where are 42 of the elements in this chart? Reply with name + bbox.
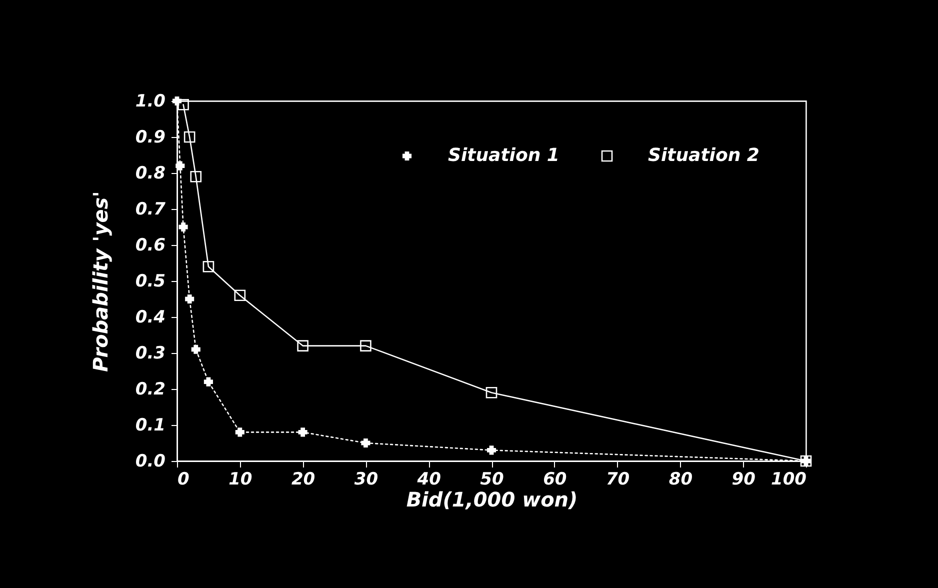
y-tick-label: 0.7 — [135, 200, 166, 220]
y-tick-label: 1.0 — [135, 92, 166, 112]
y-tick-label: 0.3 — [135, 344, 166, 364]
y-tick-label: 0.8 — [135, 164, 166, 184]
point — [204, 377, 213, 386]
legend-label: Situation 1 — [448, 145, 560, 166]
point — [234, 290, 246, 302]
y-tick-label: 0.5 — [135, 272, 166, 292]
x-tick-label: 70 — [606, 470, 630, 490]
point — [178, 222, 188, 232]
x-tick-label: 100 — [771, 470, 807, 490]
x-tick-label: 60 — [543, 470, 567, 490]
x-axis-title: Bid(1,000 won) — [406, 488, 578, 512]
point — [202, 260, 214, 272]
y-tick-label: 0.1 — [135, 416, 166, 436]
point — [298, 428, 308, 437]
y-tick-label: 0.4 — [135, 308, 166, 328]
x-tick-label: 90 — [732, 470, 756, 490]
x-tick-label: 50 — [480, 470, 504, 490]
y-tick-label: 0.0 — [135, 452, 166, 472]
point — [297, 340, 308, 352]
point — [486, 446, 496, 455]
x-tick-label: 20 — [291, 470, 316, 490]
point — [486, 386, 498, 398]
point — [184, 131, 196, 143]
point — [191, 344, 200, 354]
x-tick-label: 0 — [178, 470, 190, 490]
y-axis-title: Probability 'yes' — [88, 191, 112, 372]
x-tick-label: 10 — [228, 470, 252, 490]
y-tick-label: 0.6 — [135, 236, 166, 256]
point — [190, 170, 202, 182]
y-tick-label: 0.9 — [135, 128, 166, 148]
point — [361, 438, 370, 448]
x-tick-label: 40 — [416, 470, 442, 490]
point — [360, 340, 372, 352]
y-tick-label: 0.2 — [135, 380, 166, 400]
x-tick-label: 30 — [354, 470, 378, 490]
point — [235, 428, 244, 437]
x-tick-label: 80 — [668, 470, 693, 490]
legend-label: Situation 2 — [648, 145, 760, 166]
point — [176, 161, 185, 170]
point — [185, 294, 194, 304]
